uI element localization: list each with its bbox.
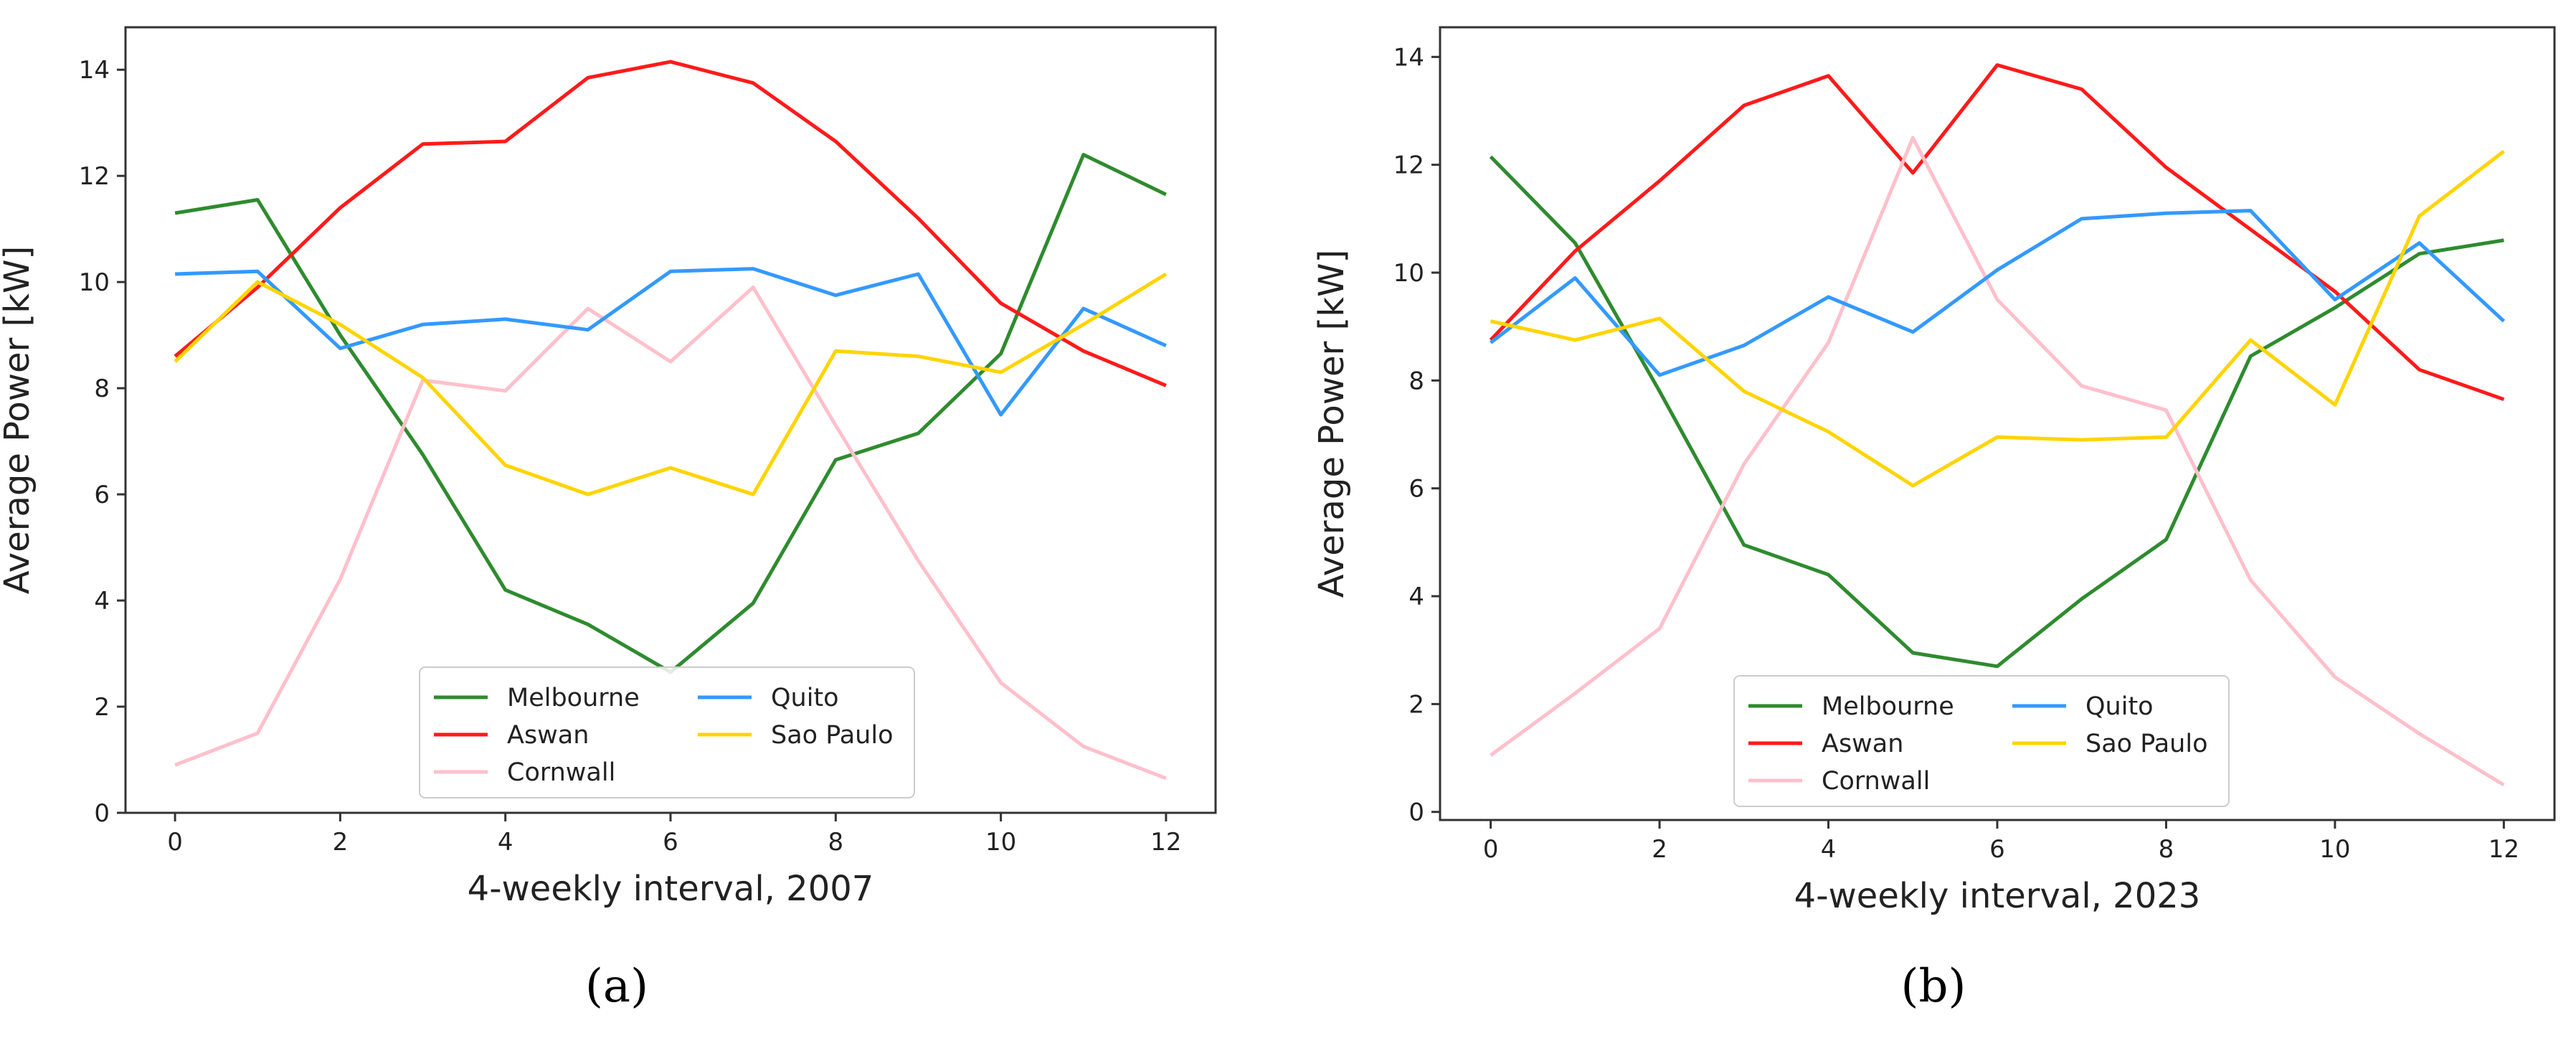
- y-tick-label-a-2: 2: [94, 693, 110, 722]
- y-tick-label-a-14: 14: [79, 56, 110, 85]
- y-tick-label-a-10: 10: [79, 268, 110, 297]
- legend-label-a-sao-paulo: Sao Paulo: [771, 721, 894, 750]
- series-line-b-aswan: [1489, 63, 2505, 402]
- panel-label-b: (b): [1862, 960, 2005, 1013]
- x-tick-label-b-10: 10: [2319, 835, 2350, 864]
- x-tick-label-b-2: 2: [1652, 835, 1667, 864]
- legend-label-a-quito: Quito: [771, 684, 839, 712]
- x-tick-label-b-4: 4: [1821, 835, 1837, 864]
- y-tick-label-a-12: 12: [79, 162, 110, 191]
- panel-label-b-text: (b): [1900, 960, 1966, 1013]
- series-line-b-melbourne: [1489, 155, 2504, 669]
- x-tick-label-a-10: 10: [985, 828, 1016, 857]
- series-line-b-quito: [1490, 209, 2506, 377]
- x-tick-label-a-4: 4: [498, 828, 513, 857]
- y-tick-label-b-6: 6: [1408, 475, 1424, 504]
- x-tick-label-a-0: 0: [167, 828, 183, 857]
- y-tick-label-b-2: 2: [1408, 690, 1424, 719]
- series-line-a-cornwall: [174, 286, 1167, 781]
- y-axis-title-a: Average Power [kW]: [0, 246, 37, 594]
- series-line-a-melbourne: [174, 153, 1167, 674]
- x-tick-label-b-6: 6: [1989, 835, 2005, 864]
- x-tick-label-a-6: 6: [663, 828, 678, 857]
- y-tick-label-b-14: 14: [1393, 43, 1424, 72]
- legend-box-b: [1733, 675, 2230, 807]
- legend-label-a-cornwall: Cornwall: [507, 758, 615, 787]
- y-tick-label-b-10: 10: [1393, 259, 1424, 288]
- x-tick-label-b-12: 12: [2489, 835, 2519, 864]
- x-axis-title-a: 4-weekly interval, 2007: [468, 869, 874, 909]
- legend-label-b-quito: Quito: [2085, 692, 2154, 721]
- y-tick-label-a-4: 4: [94, 587, 110, 616]
- chart-panel-a: 0 2 4 6 8 10 12 0 2 4 6 8 10 12 14 4-weekly interval, 2…: [0, 26, 1217, 909]
- legend-label-a-aswan: Aswan: [507, 721, 589, 750]
- legend-label-a-melbourne: Melbourne: [507, 684, 640, 712]
- y-axis-title-b: Average Power [kW]: [1312, 250, 1352, 598]
- x-axis-title-b: 4-weekly interval, 2023: [1794, 876, 2201, 916]
- legend-label-b-sao-paulo: Sao Paulo: [2085, 730, 2208, 758]
- line-chart-2007: 0 2 4 6 8 10 12 0 2 4 6 8 10 12 14 4-weekly interval, 2…: [0, 26, 1217, 909]
- series-line-b-sao-paulo: [1490, 149, 2505, 488]
- legend-label-b-aswan: Aswan: [1822, 730, 1903, 758]
- y-tick-label-a-6: 6: [94, 481, 110, 509]
- legend-label-b-cornwall: Cornwall: [1822, 767, 1930, 796]
- y-tick-label-b-12: 12: [1393, 151, 1424, 180]
- series-line-a-sao-paulo: [174, 272, 1168, 496]
- series-line-b-cornwall: [1490, 136, 2505, 787]
- x-tick-label-b-0: 0: [1483, 835, 1499, 864]
- series-line-a-quito: [175, 267, 1167, 417]
- y-tick-label-b-0: 0: [1408, 798, 1424, 827]
- panel-label-a: (a): [545, 960, 688, 1013]
- x-tick-label-a-12: 12: [1150, 828, 1181, 857]
- x-tick-label-a-8: 8: [828, 828, 843, 857]
- x-tick-label-a-2: 2: [333, 828, 349, 857]
- y-tick-label-b-8: 8: [1408, 367, 1424, 395]
- legend-label-b-melbourne: Melbourne: [1822, 692, 1954, 721]
- x-tick-label-b-8: 8: [2159, 835, 2174, 864]
- chart-panel-b: 0 2 4 6 8 10 12 0 2 4 6 8 10 12 14 4-weekly interval, 2…: [1288, 0, 2576, 1051]
- line-chart-2023: 0 2 4 6 8 10 12 0 2 4 6 8 10 12 14 4-weekly interval, 2…: [1312, 26, 2556, 916]
- y-tick-label-a-0: 0: [94, 799, 110, 828]
- legend-box-a: [419, 666, 915, 798]
- y-tick-label-b-4: 4: [1408, 583, 1424, 611]
- series-line-a-aswan: [174, 60, 1167, 387]
- panel-label-a-text: (a): [584, 960, 649, 1013]
- y-tick-label-a-8: 8: [94, 374, 110, 403]
